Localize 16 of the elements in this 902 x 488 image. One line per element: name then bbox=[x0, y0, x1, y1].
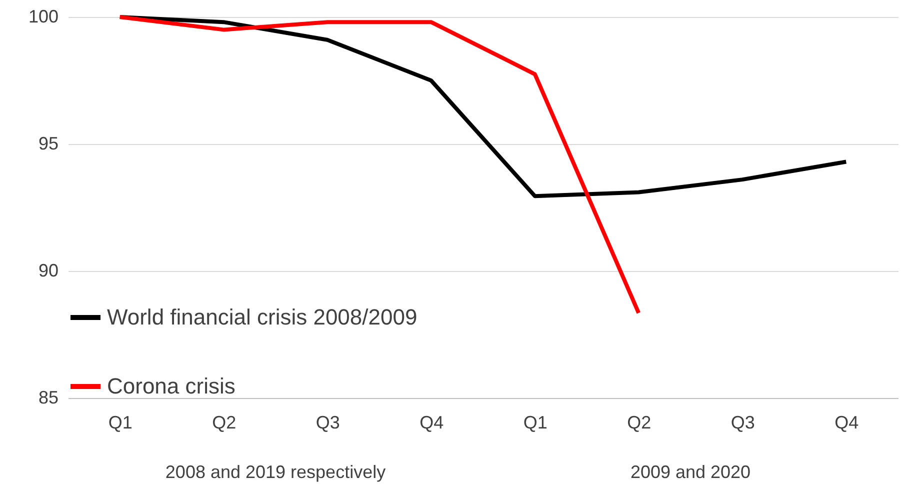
y-tick-label: 85 bbox=[38, 388, 58, 408]
legend-label: Corona crisis bbox=[107, 374, 236, 398]
x-tick-label: Q4 bbox=[420, 412, 444, 432]
x-tick-label: Q1 bbox=[523, 412, 548, 432]
legend-label: World financial crisis 2008/2009 bbox=[107, 304, 418, 330]
x-tick-label: Q3 bbox=[730, 412, 755, 432]
y-tick-label: 95 bbox=[38, 134, 58, 154]
x-tick-label: Q2 bbox=[212, 412, 236, 432]
text: 2009 and 2020 bbox=[630, 462, 751, 482]
text: 2008 and 2019 respectively bbox=[165, 462, 386, 482]
y-tick-label: 90 bbox=[38, 260, 58, 280]
x-tick-label: Q1 bbox=[108, 412, 132, 432]
y-tick-label: 100 bbox=[28, 6, 58, 26]
x-tick-label: Q2 bbox=[627, 412, 652, 432]
x-tick-label: Q3 bbox=[316, 412, 340, 432]
x-tick-label: Q4 bbox=[834, 412, 859, 432]
